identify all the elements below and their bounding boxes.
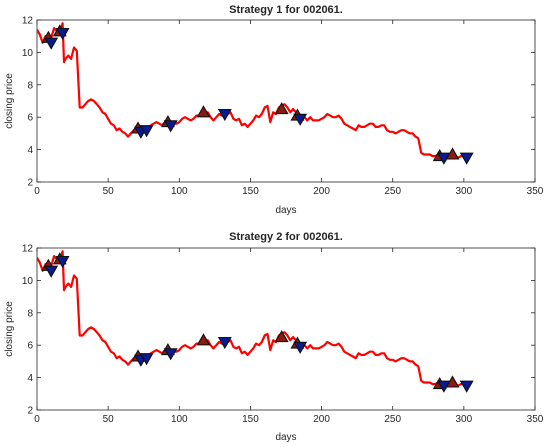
buy-marker <box>274 101 289 115</box>
sell-marker <box>44 265 59 278</box>
x-tick-label: 0 <box>34 186 40 197</box>
buy-marker <box>274 329 289 343</box>
y-tick-label: 12 <box>22 16 34 27</box>
sell-marker <box>139 353 154 366</box>
x-tick-label: 300 <box>456 414 473 425</box>
x-tick-label: 150 <box>242 414 259 425</box>
sell-marker <box>139 125 154 138</box>
y-tick-label: 10 <box>22 48 34 59</box>
price-line <box>37 250 467 387</box>
x-tick-label: 100 <box>171 186 188 197</box>
y-tick-label: 4 <box>27 373 33 384</box>
y-tick-label: 4 <box>27 145 33 156</box>
sell-marker <box>55 255 70 269</box>
chart-title: Strategy 2 for 002061. <box>229 231 343 243</box>
x-axis-label: days <box>275 432 296 443</box>
sell-marker <box>55 27 70 41</box>
chart-panel-strategy-2: Strategy 2 for 002061. days closing pric… <box>4 231 544 443</box>
y-axis-label: closing price <box>4 301 15 357</box>
x-tick-label: 350 <box>527 186 544 197</box>
x-tick-label: 50 <box>103 186 115 197</box>
sell-marker <box>217 108 232 122</box>
x-tick-label: 100 <box>171 414 188 425</box>
buy-marker <box>445 375 460 388</box>
y-tick-label: 2 <box>27 178 33 189</box>
y-tick-label: 12 <box>22 244 34 255</box>
sell-marker <box>293 113 308 126</box>
x-tick-label: 350 <box>527 414 544 425</box>
x-tick-label: 200 <box>313 414 330 425</box>
buy-marker <box>445 147 460 160</box>
y-tick-label: 10 <box>22 276 34 287</box>
price-line <box>37 22 467 159</box>
sell-marker <box>293 341 308 354</box>
x-tick-label: 250 <box>384 414 401 425</box>
x-tick-label: 300 <box>456 186 473 197</box>
y-tick-label: 8 <box>27 308 33 319</box>
x-tick-label: 200 <box>313 186 330 197</box>
sell-marker <box>459 380 474 393</box>
x-axis-label: days <box>275 205 296 216</box>
sell-marker <box>217 336 232 350</box>
chart-title: Strategy 1 for 002061. <box>229 4 343 16</box>
x-tick-label: 250 <box>384 186 401 197</box>
sell-marker <box>459 152 474 165</box>
y-tick-label: 8 <box>27 80 33 91</box>
buy-marker <box>196 105 211 118</box>
y-tick-label: 6 <box>27 113 33 124</box>
buy-marker <box>196 333 211 346</box>
y-tick-label: 6 <box>27 341 33 352</box>
y-tick-label: 2 <box>27 406 33 417</box>
x-tick-label: 0 <box>34 414 40 425</box>
x-tick-label: 50 <box>103 414 115 425</box>
sell-marker <box>163 120 178 133</box>
chart-panel-strategy-1: Strategy 1 for 002061. days closing pric… <box>4 4 544 216</box>
x-tick-label: 150 <box>242 186 259 197</box>
sell-marker <box>44 37 59 50</box>
sell-marker <box>163 348 178 361</box>
y-axis-label: closing price <box>4 73 15 129</box>
